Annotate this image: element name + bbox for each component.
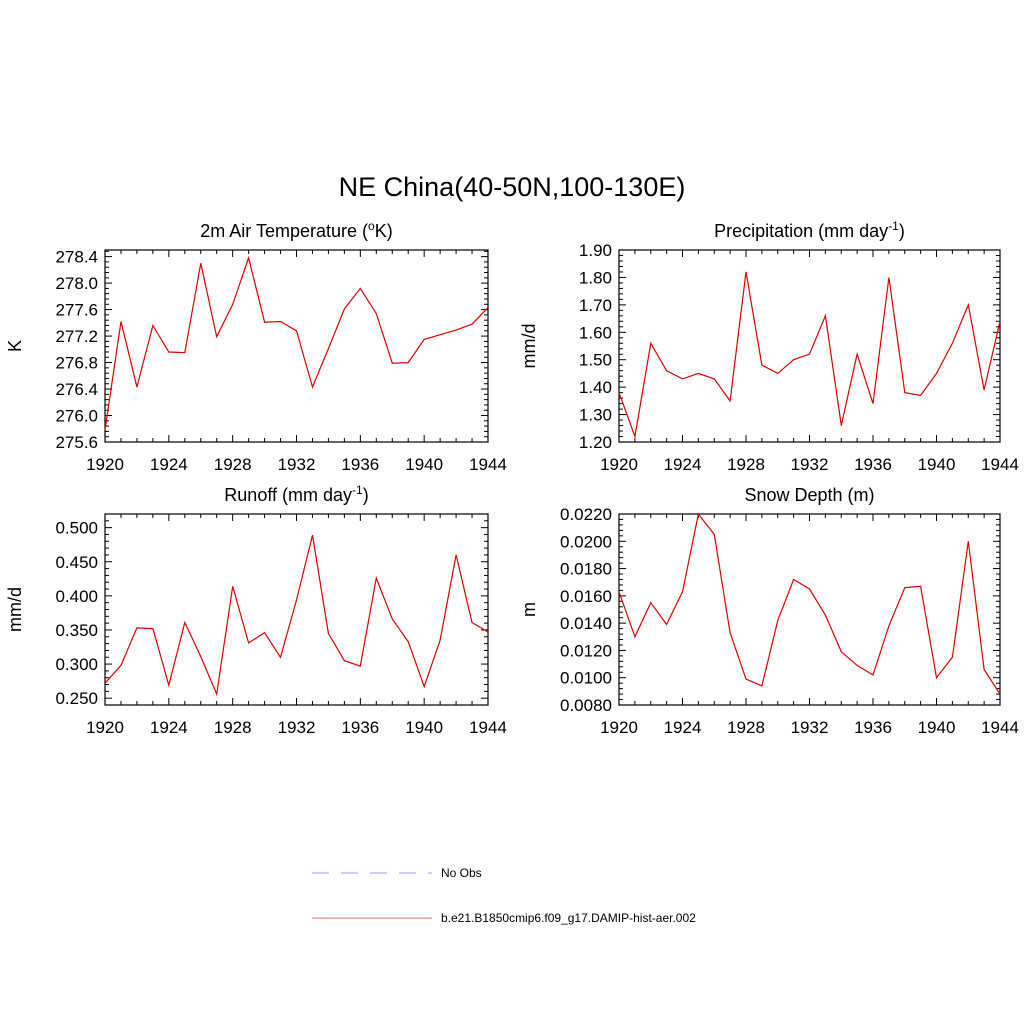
y-tick-label: 1.60 bbox=[579, 323, 612, 342]
y-axis-label: m bbox=[519, 602, 539, 617]
series-line bbox=[104, 255, 489, 431]
x-tick-label: 1944 bbox=[981, 455, 1019, 474]
x-tick-label: 1924 bbox=[664, 455, 702, 474]
y-tick-label: 278.4 bbox=[55, 248, 98, 267]
x-tick-label: 1928 bbox=[214, 455, 252, 474]
x-tick-label: 1932 bbox=[278, 718, 316, 737]
y-tick-label: 276.8 bbox=[55, 354, 98, 373]
y-tick-label: 276.4 bbox=[55, 380, 98, 399]
x-tick-label: 1932 bbox=[278, 455, 316, 474]
y-tick-label: 0.0140 bbox=[560, 614, 612, 633]
x-tick-label: 1944 bbox=[469, 455, 507, 474]
panel-title: 2m Air Temperature (oK) bbox=[200, 219, 392, 241]
y-tick-label: 0.0100 bbox=[560, 669, 612, 688]
y-tick-label: 1.70 bbox=[579, 296, 612, 315]
x-tick-label: 1924 bbox=[664, 718, 702, 737]
panel-title: Runoff (mm day-1) bbox=[224, 483, 368, 505]
y-tick-label: 0.0200 bbox=[560, 532, 612, 551]
y-tick-label: 1.40 bbox=[579, 378, 612, 397]
y-tick-label: 0.0220 bbox=[560, 505, 612, 524]
x-tick-label: 1920 bbox=[600, 718, 638, 737]
x-tick-label: 1940 bbox=[405, 455, 443, 474]
y-tick-label: 277.2 bbox=[55, 327, 98, 346]
y-tick-label: 0.0120 bbox=[560, 641, 612, 660]
y-tick-label: 1.50 bbox=[579, 351, 612, 370]
x-tick-label: 1932 bbox=[791, 718, 829, 737]
x-tick-label: 1920 bbox=[86, 455, 124, 474]
y-tick-label: 1.30 bbox=[579, 406, 612, 425]
y-tick-label: 0.250 bbox=[55, 689, 98, 708]
y-axis-label: mm/d bbox=[5, 587, 25, 632]
panel-title: Precipitation (mm day-1) bbox=[714, 219, 905, 241]
x-tick-label: 1932 bbox=[791, 455, 829, 474]
y-tick-label: 277.6 bbox=[55, 301, 98, 320]
y-tick-label: 1.90 bbox=[579, 241, 612, 260]
x-tick-label: 1928 bbox=[727, 455, 765, 474]
x-tick-label: 1928 bbox=[727, 718, 765, 737]
x-tick-label: 1940 bbox=[918, 455, 956, 474]
x-tick-label: 1936 bbox=[854, 455, 892, 474]
y-tick-label: 1.80 bbox=[579, 268, 612, 287]
y-tick-label: 0.500 bbox=[55, 519, 98, 538]
y-tick-label: 0.450 bbox=[55, 553, 98, 572]
panels: 1920 1924 1928 1932 1936 1940 1944 275.6 276.0 27… bbox=[5, 219, 1019, 737]
y-tick-label: 275.6 bbox=[55, 433, 98, 452]
y-tick-label: 0.300 bbox=[55, 655, 98, 674]
legend: No Obs b.e21.B1850cmip6.f09_g17.DAMIP-his… bbox=[312, 866, 696, 925]
y-tick-label: 276.0 bbox=[55, 407, 98, 426]
series-line bbox=[104, 534, 489, 697]
panel-0: 1920 1924 1928 1932 1936 1940 1944 275.6 276.0 27… bbox=[5, 219, 507, 474]
series-line bbox=[618, 271, 1001, 439]
x-tick-label: 1940 bbox=[405, 718, 443, 737]
x-tick-label: 1944 bbox=[469, 718, 507, 737]
y-tick-label: 0.350 bbox=[55, 621, 98, 640]
y-tick-label: 0.0180 bbox=[560, 560, 612, 579]
y-tick-label: 0.0160 bbox=[560, 587, 612, 606]
x-tick-label: 1944 bbox=[981, 718, 1019, 737]
x-tick-label: 1936 bbox=[341, 455, 379, 474]
legend-label: No Obs bbox=[441, 866, 482, 880]
x-tick-label: 1924 bbox=[150, 718, 188, 737]
x-tick-label: 1940 bbox=[918, 718, 956, 737]
legend-label: b.e21.B1850cmip6.f09_g17.DAMIP-hist-aer.… bbox=[441, 911, 696, 925]
figure-title: NE China(40-50N,100-130E) bbox=[339, 172, 686, 202]
x-tick-label: 1924 bbox=[150, 455, 188, 474]
panel-2: 1920 1924 1928 1932 1936 1940 1944 0.250 0.300 0.… bbox=[5, 483, 507, 737]
y-tick-label: 0.0080 bbox=[560, 696, 612, 715]
y-tick-label: 1.20 bbox=[579, 433, 612, 452]
panel-3: 1920 1924 1928 1932 1936 1940 1944 0.0080 0.0100… bbox=[519, 485, 1019, 737]
panel-title: Snow Depth (m) bbox=[744, 485, 874, 505]
x-tick-label: 1920 bbox=[600, 455, 638, 474]
y-axis-label: K bbox=[5, 340, 25, 352]
y-tick-label: 278.0 bbox=[55, 274, 98, 293]
x-tick-label: 1936 bbox=[341, 718, 379, 737]
y-axis-label: mm/d bbox=[519, 324, 539, 369]
x-tick-label: 1936 bbox=[854, 718, 892, 737]
x-tick-label: 1928 bbox=[214, 718, 252, 737]
x-tick-label: 1920 bbox=[86, 718, 124, 737]
y-tick-label: 0.400 bbox=[55, 587, 98, 606]
series-line bbox=[618, 512, 1001, 695]
panel-1: 1920 1924 1928 1932 1936 1940 1944 1.20 1.30 1.40… bbox=[519, 219, 1019, 474]
